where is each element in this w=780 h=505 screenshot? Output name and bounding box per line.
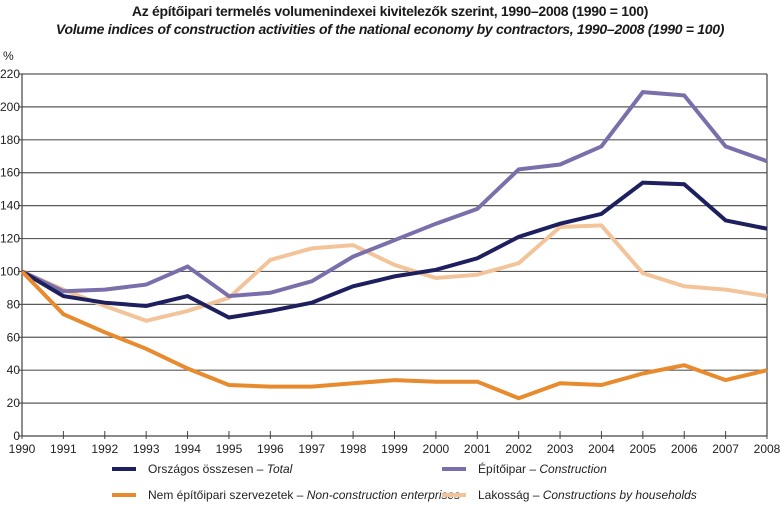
legend-swatch-total bbox=[112, 467, 136, 471]
y-tick-label: 100 bbox=[0, 264, 20, 278]
x-tick-label: 1999 bbox=[381, 442, 408, 456]
legend-swatch-non-construction bbox=[112, 493, 136, 497]
chart-title: Az építőipari termelés volumenindexei ki… bbox=[131, 3, 649, 19]
y-tick-label: 60 bbox=[7, 330, 21, 344]
legend-separator: – bbox=[293, 488, 307, 502]
x-tick-labels: 1990 1991 1992 1993 1994 1995 1996 1997 1998 1999… bbox=[9, 442, 780, 456]
x-tick-label: 1990 bbox=[9, 442, 36, 456]
x-tick-label: 2001 bbox=[464, 442, 491, 456]
y-tick-label: 80 bbox=[7, 297, 21, 311]
x-tick-label: 2008 bbox=[754, 442, 780, 456]
legend-swatch-households bbox=[442, 493, 466, 497]
legend-label-hu: Országos összesen bbox=[148, 462, 254, 476]
x-tick-label: 2004 bbox=[588, 442, 615, 456]
y-axis-unit-label: % bbox=[3, 49, 14, 63]
x-tick-label: 2000 bbox=[423, 442, 450, 456]
x-tick-label: 1997 bbox=[298, 442, 325, 456]
x-tick-label: 2002 bbox=[505, 442, 532, 456]
legend-item-non-construction: Nem építőipari szervezetek – Non-constru… bbox=[112, 488, 460, 502]
y-tick-label: 220 bbox=[0, 67, 20, 81]
legend-swatch-construction bbox=[442, 467, 466, 471]
gridlines bbox=[22, 73, 767, 404]
legend-item-total: Országos összesen – Total bbox=[112, 462, 292, 476]
axes bbox=[18, 73, 768, 439]
legend-label-en: Total bbox=[266, 462, 293, 476]
legend-item-households: Lakosság – Constructions by households bbox=[442, 488, 697, 502]
legend-separator: – bbox=[253, 462, 267, 476]
x-tick-label: 1993 bbox=[133, 442, 160, 456]
series-line-non-construction-enterprises bbox=[20, 270, 768, 401]
y-tick-labels: 0 20 40 60 80 100 120 140 160 180 200 220 bbox=[0, 67, 20, 443]
y-tick-label: 180 bbox=[0, 133, 20, 147]
x-tick-label: 1991 bbox=[50, 442, 77, 456]
legend-item-construction: Építőipar – Construction bbox=[442, 462, 607, 476]
x-tick-label: 1994 bbox=[174, 442, 201, 456]
legend-label-en: Construction bbox=[539, 462, 607, 476]
legend-label-en: Non-construction enterprises bbox=[306, 488, 461, 502]
x-tick-label: 2006 bbox=[671, 442, 698, 456]
series-line-constructions-by-households bbox=[21, 223, 768, 323]
x-tick-label: 2003 bbox=[547, 442, 574, 456]
x-tick-label: 1992 bbox=[91, 442, 118, 456]
y-tick-label: 200 bbox=[0, 100, 20, 114]
x-tick-label: 2007 bbox=[712, 442, 739, 456]
legend-label-hu: Lakosság bbox=[478, 488, 530, 502]
x-tick-label: 2005 bbox=[629, 442, 656, 456]
y-tick-label: 20 bbox=[7, 396, 21, 410]
chart-subtitle: Volume indices of construction activitie… bbox=[55, 21, 725, 37]
legend-separator: – bbox=[526, 462, 540, 476]
legend-label-hu: Nem építőipari szervezetek bbox=[148, 488, 294, 502]
series-lines bbox=[20, 90, 768, 401]
x-tick-label: 1996 bbox=[257, 442, 284, 456]
x-tick-label: 1998 bbox=[340, 442, 367, 456]
y-tick-label: 160 bbox=[0, 166, 20, 180]
legend-separator: – bbox=[529, 488, 543, 502]
y-tick-label: 0 bbox=[13, 429, 20, 443]
x-tick-label: 1995 bbox=[216, 442, 243, 456]
y-tick-label: 140 bbox=[0, 199, 20, 213]
y-tick-label: 40 bbox=[7, 363, 21, 377]
legend-label-en: Constructions by households bbox=[542, 488, 697, 502]
legend-label-hu: Építőipar bbox=[478, 462, 527, 476]
series-line-total bbox=[20, 180, 768, 320]
y-tick-label: 120 bbox=[0, 232, 20, 246]
